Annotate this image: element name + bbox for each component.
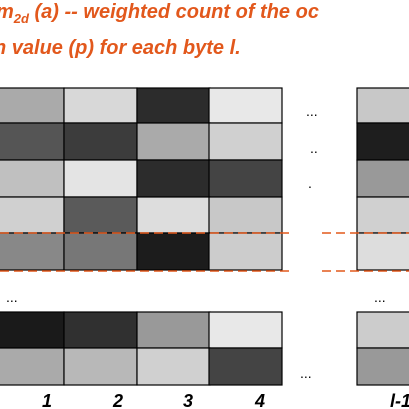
ellipsis: ... (300, 365, 312, 381)
cell (356, 122, 409, 161)
cell (0, 311, 65, 349)
caption-symbol: m (0, 1, 14, 23)
cell (356, 311, 409, 349)
cell (0, 122, 65, 161)
cell (0, 87, 65, 124)
cell (63, 196, 138, 234)
column-label: 1 (42, 391, 52, 409)
cell (356, 232, 409, 271)
cell (208, 87, 283, 124)
cell (208, 232, 283, 271)
caption-subscript: 2d (13, 11, 30, 26)
caption-line-2: n value (p) for each byte l. (0, 37, 241, 59)
cell (63, 159, 138, 198)
ellipsis: .. (310, 140, 318, 156)
cell (63, 232, 138, 271)
cell (356, 196, 409, 234)
cell (136, 232, 211, 271)
ellipsis: . (308, 175, 312, 191)
cell (356, 347, 409, 386)
column-label: 3 (183, 391, 193, 409)
cell (0, 347, 65, 386)
ellipsis: ... (6, 289, 18, 305)
cell (136, 122, 211, 161)
cell (0, 232, 65, 271)
column-label: l-1 (390, 391, 409, 409)
cell (136, 311, 211, 349)
cell (136, 347, 211, 386)
cell (0, 196, 65, 234)
cell (356, 159, 409, 198)
ellipsis: ... (374, 289, 386, 305)
caption-line-1: m2d (a) -- weighted count of the oc (0, 1, 319, 26)
ellipsis: ... (306, 103, 318, 119)
column-label: 2 (112, 391, 123, 409)
cell (63, 87, 138, 124)
caption-rest: (a) -- weighted count of the oc (29, 1, 319, 23)
cell (136, 196, 211, 234)
grid (0, 87, 409, 386)
cell (63, 122, 138, 161)
cell (208, 159, 283, 198)
cell (208, 347, 283, 386)
cell (63, 311, 138, 349)
cell (208, 311, 283, 349)
column-label: 4 (254, 391, 265, 409)
cell (63, 347, 138, 386)
cell (356, 87, 409, 124)
cell (0, 159, 65, 198)
cell (208, 196, 283, 234)
cell (208, 122, 283, 161)
cell (136, 87, 211, 124)
cell (136, 159, 211, 198)
